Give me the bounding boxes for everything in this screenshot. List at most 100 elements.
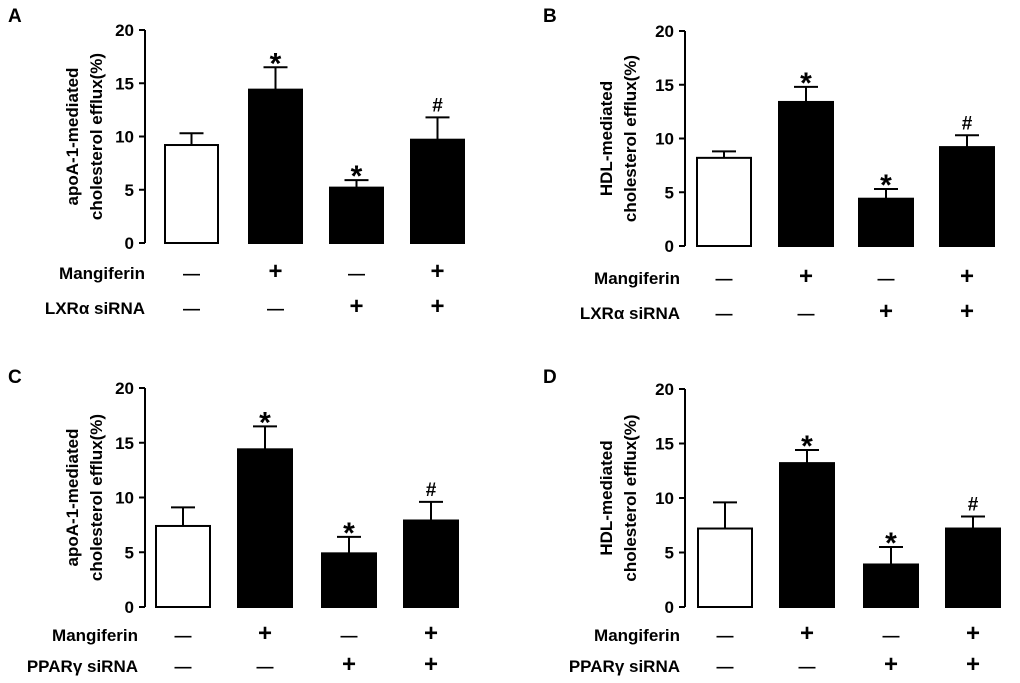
condition-sign: + [884,651,898,678]
bar [248,88,303,244]
condition-sign: — [716,269,733,288]
condition-sign: + [424,620,438,647]
bar [858,197,914,247]
condition-sign: + [430,258,444,285]
bar [939,146,995,248]
panel-label: C [8,367,22,388]
condition-label: Mangiferin [59,264,145,283]
panel-c: C 0 5 10 15 20 apoA-1-mediated cholesterol effl… [8,367,459,678]
bar [778,100,834,247]
condition-sign: — [341,626,358,645]
significance-mark: * [343,517,355,550]
condition-sign: — [717,657,734,676]
condition-label: PPARγ siRNA [569,657,680,676]
condition-sign: + [960,298,974,325]
condition-sign: + [966,651,980,678]
y-tick-label: 10 [655,489,674,508]
y-tick-label: 15 [115,434,134,453]
y-tick-label: 0 [125,234,134,253]
significance-mark: * [800,67,812,100]
y-tick-label: 5 [125,543,134,562]
y-axis-label: cholesterol efflux(%) [87,53,106,220]
panel-label: A [8,6,22,27]
condition-sign: + [258,620,272,647]
y-axis-label: apoA-1-mediated [63,429,82,567]
panel-b: B 0 5 10 15 20 HDL-mediated cholesterol efflux(… [543,6,995,325]
condition-sign: — [883,626,900,645]
bar [410,138,465,245]
condition-label: LXRα siRNA [45,299,145,318]
bar [237,448,293,608]
y-tick-label: 20 [655,22,674,41]
y-tick-label: 15 [655,435,674,454]
condition-sign: — [878,269,895,288]
y-tick-label: 10 [115,128,134,147]
condition-sign: + [800,620,814,647]
condition-sign: — [799,657,816,676]
y-tick-label: 10 [115,489,134,508]
condition-sign: + [966,620,980,647]
panel-label: B [543,6,557,27]
condition-label: LXRα siRNA [580,304,680,323]
significance-mark: * [351,160,363,193]
condition-sign: — [175,657,192,676]
y-axis-label: cholesterol efflux(%) [87,414,106,581]
y-tick-label: 20 [115,21,134,40]
y-tick-label: 0 [665,237,674,256]
bar [164,144,219,245]
bar [329,186,384,244]
y-tick-label: 20 [655,380,674,399]
y-tick-label: 15 [115,74,134,93]
condition-sign: — [267,299,284,318]
condition-sign: — [257,657,274,676]
condition-label: Mangiferin [594,626,680,645]
bar [779,462,835,608]
y-tick-label: 5 [665,183,674,202]
y-tick-label: 20 [115,379,134,398]
significance-mark: # [962,113,973,134]
significance-mark: * [270,47,282,80]
bar [697,527,753,609]
condition-sign: — [183,299,200,318]
condition-sign: + [268,258,282,285]
y-tick-label: 5 [125,181,134,200]
significance-mark: # [432,95,443,116]
condition-sign: + [430,293,444,320]
condition-sign: — [183,264,200,283]
y-axis-label: cholesterol efflux(%) [621,55,640,222]
significance-mark: * [259,406,271,439]
condition-sign: + [349,293,363,320]
y-tick-label: 0 [125,598,134,617]
condition-sign: — [717,626,734,645]
y-tick-label: 10 [655,130,674,149]
bar [696,156,752,248]
y-axis-label: cholesterol efflux(%) [621,414,640,581]
bar [403,519,459,608]
condition-sign: — [348,264,365,283]
condition-sign: — [716,304,733,323]
condition-sign: — [175,626,192,645]
y-axis-label: apoA-1-mediated [63,68,82,206]
y-axis-label: HDL-mediated [597,440,616,555]
y-axis-label: HDL-mediated [597,81,616,196]
condition-sign: + [342,651,356,678]
condition-label: Mangiferin [52,626,138,645]
significance-mark: # [426,480,437,501]
condition-label: PPARγ siRNA [27,657,138,676]
bar [155,524,211,608]
y-tick-label: 5 [665,544,674,563]
condition-label: Mangiferin [594,269,680,288]
bar [321,552,377,608]
condition-sign: + [424,651,438,678]
condition-sign: + [879,298,893,325]
condition-sign: + [960,263,974,290]
condition-sign: + [799,263,813,290]
panel-a: A 0 5 10 15 20 apoA-1-mediated cholesterol effl… [8,6,465,320]
significance-mark: * [880,169,892,202]
panel-label: D [543,367,557,388]
significance-mark: * [885,527,897,560]
y-tick-label: 15 [655,76,674,95]
significance-mark: * [801,430,813,463]
bar [945,527,1001,609]
